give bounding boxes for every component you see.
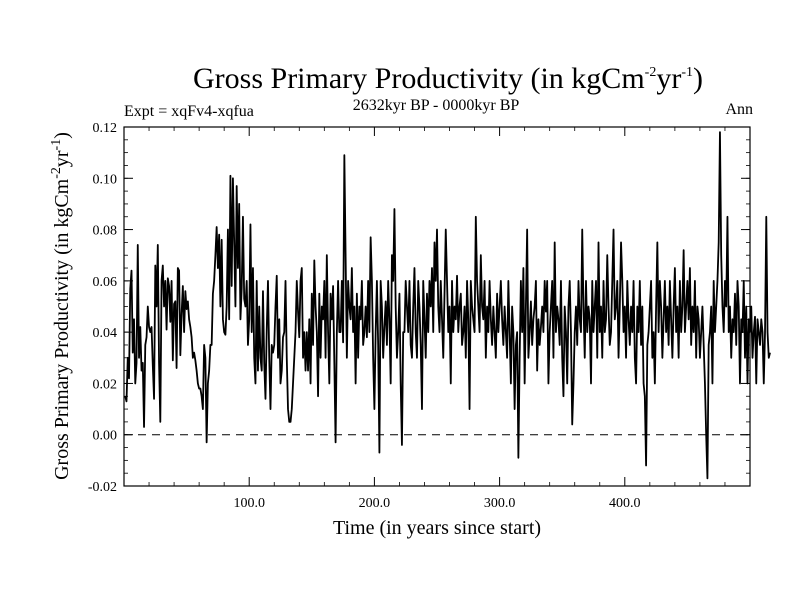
chart-title-main: Gross Primary Productivity (in kgCm [193,62,645,95]
y-tick-label: -0.02 [88,480,117,495]
y-tick-label: 0.00 [93,429,118,444]
y-tick-label: 0.12 [93,121,118,136]
experiment-label: Expt = xqFv4-xqfua [124,103,254,120]
time-range-label: 2632kyr BP - 0000kyr BP [353,97,520,114]
x-axis-label: Time (in years since start) [333,517,541,539]
chart-title: Gross Primary Productivity (in kgCm-2yr-… [193,62,703,95]
y-axis-label-end: ) [51,132,73,139]
y-tick-label: 0.04 [93,326,118,341]
y-tick-label: 0.02 [93,377,118,392]
y-axis-label-main: Gross Primary Productivity (in kgCm [51,178,73,480]
season-label: Ann [725,101,753,118]
y-tick-label: 0.06 [93,275,118,290]
chart-title-mid: yr [656,62,681,95]
y-axis-label-sup1: -2 [49,167,64,179]
x-tick-label: 200.0 [359,496,391,511]
x-tick-label: 400.0 [609,496,641,511]
x-tick-label: 100.0 [233,496,265,511]
chart-title-end: ) [693,62,703,95]
y-axis-label: Gross Primary Productivity (in kgCm-2yr-… [49,132,73,480]
x-axis-ticks: 100.0 200.0 300.0 400.0 [148,127,726,511]
chart-title-sup1: -2 [645,65,657,80]
y-axis-ticks: -0.02 0.00 0.02 0.04 0.06 0.08 0.10 0.12 [88,121,750,495]
x-tick-label: 300.0 [484,496,516,511]
gpp-series-line [124,131,771,480]
chart-title-sup2: -1 [681,65,693,80]
y-tick-label: 0.10 [93,172,118,187]
y-axis-label-sup2: -1 [49,139,64,151]
y-tick-label: 0.08 [93,224,118,239]
y-axis-label-mid: yr [51,150,73,167]
